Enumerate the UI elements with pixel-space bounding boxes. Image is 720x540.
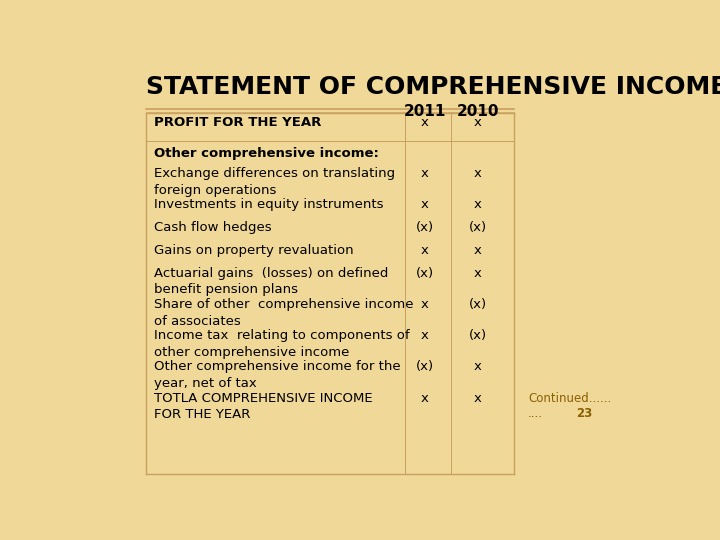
Text: 2011: 2011 [404,104,446,119]
Text: x: x [474,167,482,180]
Text: Other comprehensive income:: Other comprehensive income: [154,147,379,160]
Text: 2010: 2010 [456,104,499,119]
Text: x: x [474,392,482,404]
Text: Investments in equity instruments: Investments in equity instruments [154,198,384,211]
Text: (x): (x) [469,329,487,342]
Text: x: x [474,267,482,280]
Text: Gains on property revaluation: Gains on property revaluation [154,244,354,257]
Text: Cash flow hedges: Cash flow hedges [154,221,271,234]
Text: (x): (x) [469,298,487,311]
Text: Other comprehensive income for the
year, net of tax: Other comprehensive income for the year,… [154,360,401,390]
Text: PROFIT FOR THE YEAR: PROFIT FOR THE YEAR [154,116,322,129]
Text: (x): (x) [415,267,434,280]
FancyBboxPatch shape [145,113,514,474]
Text: x: x [474,360,482,374]
Text: x: x [421,298,428,311]
Text: Share of other  comprehensive income
of associates: Share of other comprehensive income of a… [154,298,414,328]
Text: x: x [421,198,428,211]
Text: Actuarial gains  (losses) on defined
benefit pension plans: Actuarial gains (losses) on defined bene… [154,267,389,296]
Text: ....: .... [528,407,543,421]
Text: x: x [474,244,482,257]
Text: x: x [421,329,428,342]
Text: (x): (x) [415,360,434,374]
Text: (x): (x) [415,221,434,234]
Text: x: x [421,167,428,180]
Text: x: x [421,244,428,257]
Text: (x): (x) [469,221,487,234]
Text: x: x [474,116,482,129]
Text: x: x [474,198,482,211]
Text: Continued......: Continued...... [528,392,611,404]
Text: x: x [421,392,428,404]
Text: 23: 23 [576,407,593,421]
Text: STATEMENT OF COMPREHENSIVE INCOME: STATEMENT OF COMPREHENSIVE INCOME [145,75,720,99]
Text: TOTLA COMPREHENSIVE INCOME
FOR THE YEAR: TOTLA COMPREHENSIVE INCOME FOR THE YEAR [154,392,373,421]
Text: Exchange differences on translating
foreign operations: Exchange differences on translating fore… [154,167,395,197]
Text: Income tax  relating to components of
other comprehensive income: Income tax relating to components of oth… [154,329,410,359]
Text: x: x [421,116,428,129]
